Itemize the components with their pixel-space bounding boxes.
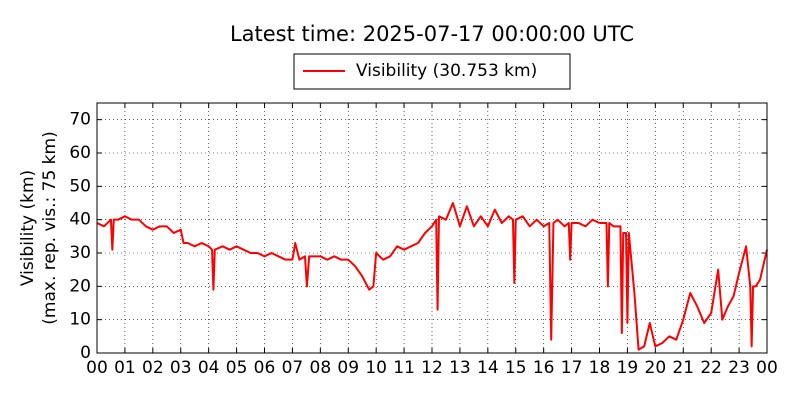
y-tick-label: 10 (69, 310, 91, 330)
line-series (96, 202, 768, 351)
x-tick-label: 13 (449, 358, 471, 378)
y-tick-label: 30 (69, 243, 91, 263)
y-tick-label: 70 (69, 110, 91, 130)
x-tick-label: 05 (226, 358, 248, 378)
x-tick-label: 07 (282, 358, 304, 378)
x-tick-label: 16 (533, 358, 555, 378)
x-tick-label: 03 (170, 358, 192, 378)
x-tick-label: 11 (393, 358, 415, 378)
x-tick-label: 19 (617, 358, 639, 378)
legend-label: Visibility (30.753 km) (356, 61, 537, 81)
x-tick-label: 22 (700, 358, 722, 378)
y-tick-label: 20 (69, 276, 91, 296)
y-tick-label: 40 (69, 210, 91, 230)
y-axis-label: Visibility (km) (18, 170, 38, 286)
x-tick-label: 15 (505, 358, 527, 378)
x-tick-label: 00 (756, 358, 778, 378)
x-tick-label: 17 (561, 358, 583, 378)
y-tick-label: 60 (69, 143, 91, 163)
y-axis-label: (max. rep. vis.: 75 km) (40, 131, 60, 324)
x-tick-label: 23 (728, 358, 750, 378)
chart-title: Latest time: 2025-07-17 00:00:00 UTC (230, 22, 634, 46)
x-tick-label: 08 (310, 358, 332, 378)
y-tick-label: 50 (69, 176, 91, 196)
x-tick-label: 14 (477, 358, 499, 378)
x-tick-label: 10 (365, 358, 387, 378)
x-tick-label: 02 (142, 358, 164, 378)
x-tick-label: 20 (645, 358, 667, 378)
x-tick-label: 09 (337, 358, 359, 378)
x-tick-label: 00 (86, 358, 108, 378)
x-tick-label: 21 (672, 358, 694, 378)
x-tick-label: 18 (589, 358, 611, 378)
plot-frame (96, 102, 768, 354)
x-tick-label: 06 (254, 358, 276, 378)
x-tick-label: 12 (421, 358, 443, 378)
y-tick-label: 0 (80, 343, 91, 363)
x-tick-label: 01 (114, 358, 136, 378)
x-tick-label: 04 (198, 358, 220, 378)
